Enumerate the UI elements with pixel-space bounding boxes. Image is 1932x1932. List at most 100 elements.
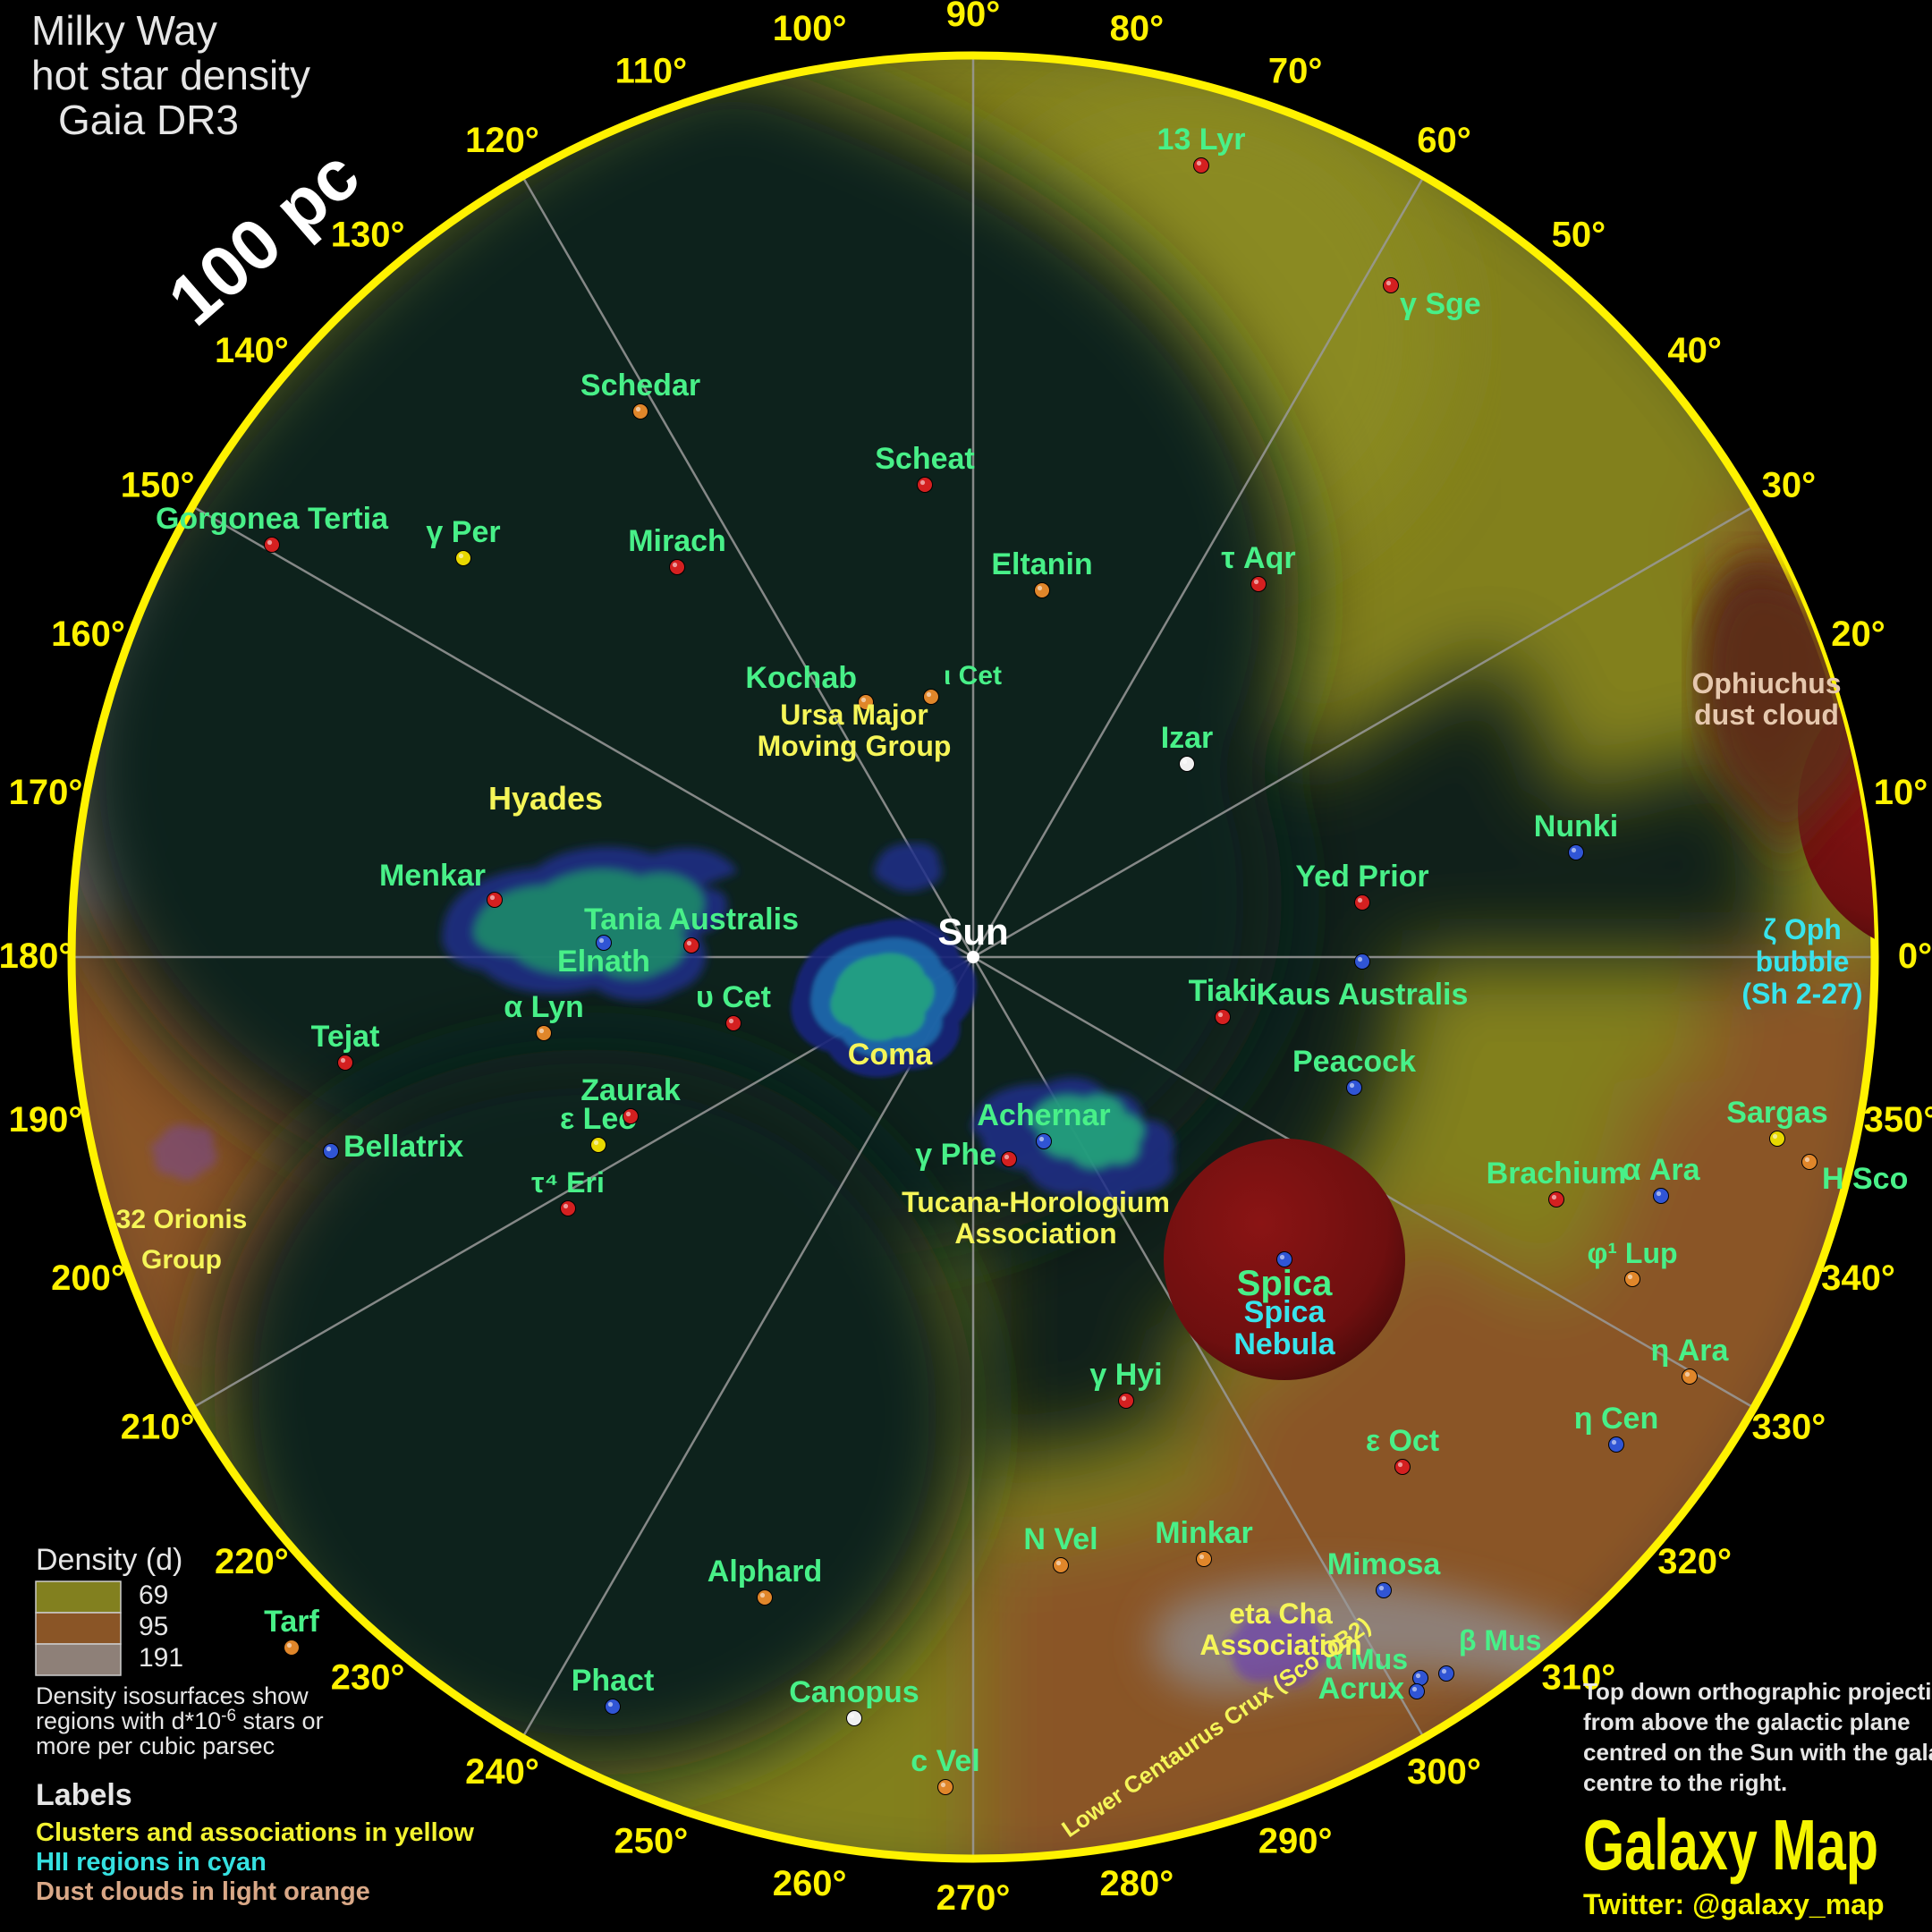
svg-text:Labels: Labels: [36, 1778, 132, 1812]
svg-text:HII regions in cyan: HII regions in cyan: [36, 1848, 267, 1877]
svg-text:Tucana-Horologium: Tucana-Horologium: [902, 1186, 1170, 1218]
svg-text:η Cen: η Cen: [1574, 1402, 1658, 1436]
svg-text:Menkar: Menkar: [379, 859, 486, 893]
svg-text:Eltanin: Eltanin: [991, 547, 1092, 581]
svg-text:180°: 180°: [0, 936, 72, 976]
svg-text:Yed Prior: Yed Prior: [1295, 860, 1428, 894]
svg-text:60°: 60°: [1417, 121, 1471, 160]
svg-text:eta Cha: eta Cha: [1229, 1597, 1333, 1630]
svg-text:Mimosa: Mimosa: [1327, 1547, 1442, 1581]
svg-text:230°: 230°: [331, 1658, 405, 1698]
svg-text:H Sco: H Sco: [1822, 1162, 1908, 1196]
svg-text:Bellatrix: Bellatrix: [343, 1130, 463, 1164]
svg-text:Phact: Phact: [572, 1664, 655, 1698]
svg-text:Peacock: Peacock: [1292, 1045, 1416, 1079]
svg-text:α Lyn: α Lyn: [504, 990, 584, 1024]
svg-text:from above the galactic plane: from above the galactic plane: [1583, 1708, 1911, 1735]
svg-text:340°: 340°: [1821, 1258, 1895, 1298]
svg-text:centred on the Sun with the ga: centred on the Sun with the galactic: [1583, 1739, 1932, 1766]
svg-text:Moving Group: Moving Group: [758, 730, 952, 762]
svg-text:Canopus: Canopus: [789, 1675, 919, 1709]
svg-text:Nunki: Nunki: [1534, 809, 1618, 843]
svg-text:γ Phe: γ Phe: [915, 1138, 996, 1172]
svg-text:40°: 40°: [1667, 331, 1722, 370]
svg-text:0°: 0°: [1898, 936, 1932, 976]
svg-text:Milky Way: Milky Way: [31, 7, 217, 54]
svg-text:regions with d*10-6 stars or: regions with d*10-6 stars or: [36, 1707, 324, 1734]
svg-text:Association: Association: [954, 1217, 1116, 1250]
svg-text:Nebula: Nebula: [1233, 1327, 1335, 1361]
svg-text:c Vel: c Vel: [911, 1744, 980, 1778]
svg-text:330°: 330°: [1752, 1408, 1826, 1447]
svg-text:20°: 20°: [1831, 614, 1885, 654]
svg-text:Brachium: Brachium: [1487, 1157, 1627, 1191]
svg-text:Gorgonea Tertia: Gorgonea Tertia: [156, 502, 389, 536]
svg-text:290°: 290°: [1258, 1822, 1333, 1861]
svg-text:Density (d): Density (d): [36, 1543, 182, 1577]
svg-text:Tarf: Tarf: [264, 1605, 319, 1639]
svg-text:140°: 140°: [215, 331, 289, 370]
svg-text:70°: 70°: [1268, 52, 1323, 91]
svg-text:Clusters and associations in y: Clusters and associations in yellow: [36, 1818, 474, 1847]
svg-text:32 Orionis: 32 Orionis: [116, 1205, 248, 1234]
svg-text:95: 95: [139, 1612, 168, 1641]
svg-text:ε Oct: ε Oct: [1366, 1424, 1439, 1458]
svg-text:Schedar: Schedar: [580, 369, 700, 402]
svg-text:110°: 110°: [615, 52, 688, 91]
svg-text:191: 191: [139, 1643, 183, 1673]
svg-text:50°: 50°: [1552, 215, 1606, 254]
svg-text:Ophiuchus: Ophiuchus: [1691, 667, 1841, 699]
svg-text:220°: 220°: [215, 1542, 289, 1581]
svg-text:30°: 30°: [1762, 466, 1817, 505]
svg-text:150°: 150°: [121, 466, 195, 505]
svg-text:Sargas: Sargas: [1726, 1096, 1827, 1130]
svg-text:Ursa Major: Ursa Major: [780, 699, 928, 731]
svg-text:320°: 320°: [1657, 1542, 1732, 1581]
svg-text:γ Sge: γ Sge: [1400, 287, 1481, 321]
svg-text:Coma: Coma: [848, 1038, 934, 1072]
svg-text:τ Aqr: τ Aqr: [1221, 541, 1295, 575]
svg-text:Sun: Sun: [937, 911, 1008, 953]
svg-text:Tiaki: Tiaki: [1189, 974, 1258, 1008]
svg-text:more per cubic parsec: more per cubic parsec: [36, 1733, 275, 1759]
svg-text:bubble: bubble: [1756, 945, 1850, 978]
svg-text:Zaurak: Zaurak: [580, 1073, 681, 1107]
svg-text:Spica: Spica: [1244, 1295, 1326, 1329]
svg-text:Minkar: Minkar: [1155, 1516, 1253, 1550]
svg-text:γ Hyi: γ Hyi: [1089, 1358, 1162, 1392]
svg-text:190°: 190°: [9, 1100, 83, 1140]
svg-text:(Sh 2-27): (Sh 2-27): [1741, 978, 1862, 1010]
svg-text:350°: 350°: [1864, 1100, 1932, 1140]
svg-text:210°: 210°: [121, 1408, 195, 1447]
svg-text:100°: 100°: [773, 9, 847, 48]
svg-text:Alphard: Alphard: [708, 1555, 822, 1589]
svg-text:η Ara: η Ara: [1651, 1334, 1730, 1368]
svg-text:Izar: Izar: [1161, 721, 1214, 755]
svg-text:10°: 10°: [1874, 773, 1928, 812]
svg-text:80°: 80°: [1110, 9, 1165, 48]
svg-text:Acrux: Acrux: [1318, 1672, 1404, 1706]
svg-text:γ Per: γ Per: [426, 515, 500, 549]
svg-text:ζ Oph: ζ Oph: [1763, 913, 1842, 945]
svg-text:centre to the right.: centre to the right.: [1583, 1769, 1787, 1796]
svg-text:Hyades: Hyades: [488, 780, 603, 817]
svg-text:260°: 260°: [773, 1864, 847, 1903]
svg-text:υ Cet: υ Cet: [696, 980, 771, 1014]
svg-text:69: 69: [139, 1580, 168, 1610]
svg-text:N Vel: N Vel: [1023, 1522, 1097, 1556]
svg-text:ι Cet: ι Cet: [944, 661, 1002, 691]
svg-text:Elnath: Elnath: [557, 945, 650, 979]
svg-text:280°: 280°: [1100, 1864, 1174, 1903]
svg-text:Dust clouds in light orange: Dust clouds in light orange: [36, 1877, 370, 1906]
svg-text:Tejat: Tejat: [311, 1020, 380, 1054]
svg-text:300°: 300°: [1407, 1752, 1481, 1792]
svg-text:160°: 160°: [51, 614, 125, 654]
svg-text:Gaia DR3: Gaia DR3: [58, 97, 239, 143]
svg-text:β Mus: β Mus: [1459, 1624, 1541, 1657]
svg-text:170°: 170°: [9, 773, 83, 812]
svg-text:250°: 250°: [614, 1822, 689, 1861]
svg-text:90°: 90°: [946, 0, 1001, 34]
svg-text:240°: 240°: [465, 1752, 539, 1792]
svg-text:Top down orthographic projecti: Top down orthographic projection: [1583, 1678, 1932, 1705]
svg-text:200°: 200°: [51, 1258, 125, 1298]
